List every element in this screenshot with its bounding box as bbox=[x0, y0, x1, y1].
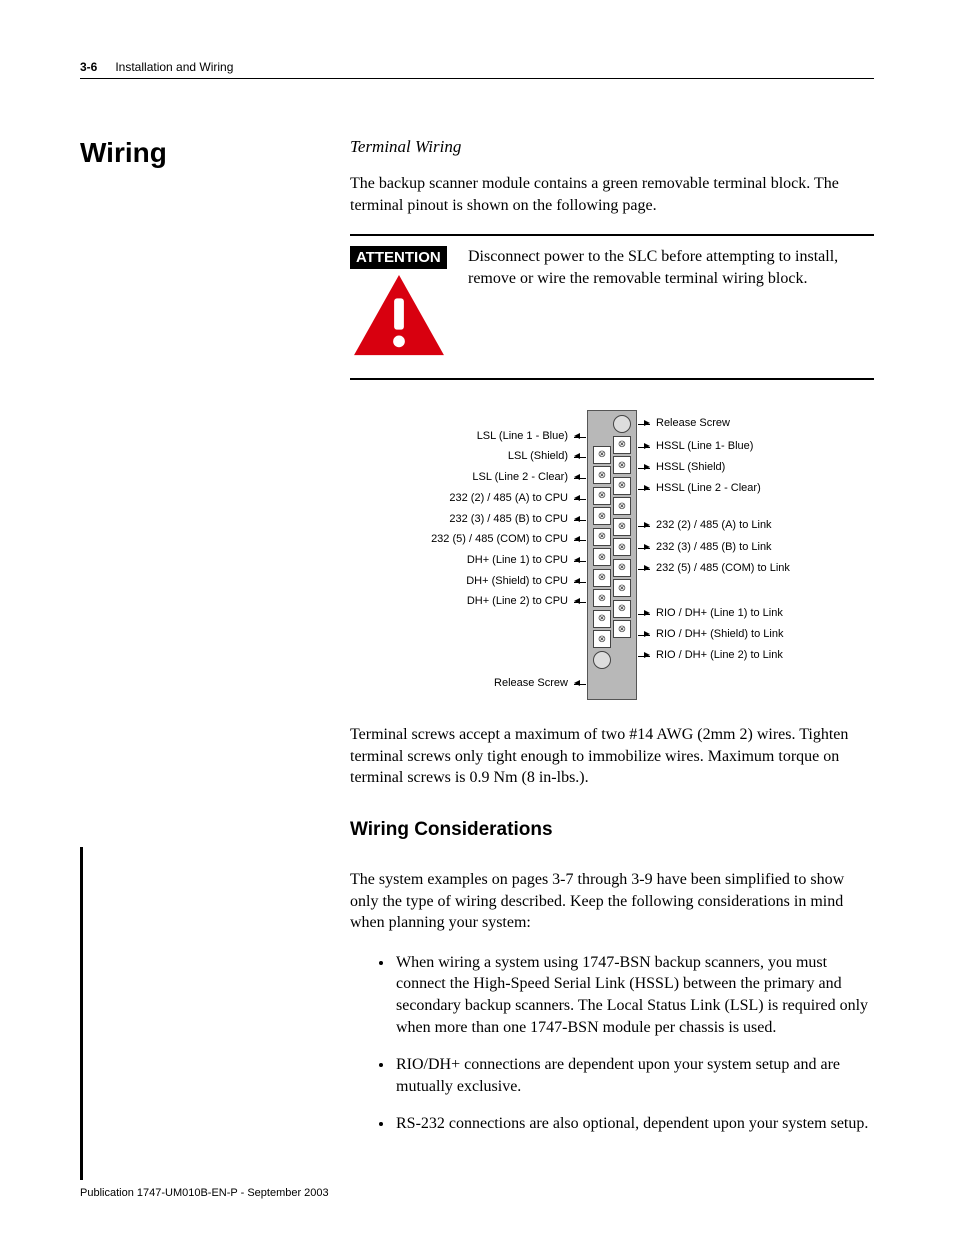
attention-label: ATTENTION bbox=[350, 246, 447, 269]
terminal-cell: ⊗ bbox=[613, 456, 631, 474]
leader-line bbox=[574, 520, 586, 521]
terminal-label: RIO / DH+ (Line 1) to Link bbox=[644, 607, 783, 619]
terminal-wiring-subhead: Terminal Wiring bbox=[350, 137, 874, 157]
leader-line bbox=[574, 437, 586, 438]
terminal-cell: ⊗ bbox=[593, 630, 611, 648]
leader-line bbox=[574, 499, 586, 500]
considerations-intro: The system examples on pages 3-7 through… bbox=[350, 869, 874, 934]
terminal-cell: ⊗ bbox=[593, 589, 611, 607]
page-header: 3-6 Installation and Wiring bbox=[80, 60, 874, 79]
terminal-block: ⊗⊗⊗⊗⊗⊗⊗⊗⊗⊗ ⊗⊗⊗⊗⊗⊗⊗⊗⊗⊗ bbox=[587, 410, 637, 700]
leader-line bbox=[638, 489, 650, 490]
leader-line bbox=[574, 478, 586, 479]
terminal-label: Release Screw bbox=[644, 417, 730, 429]
terminal-label: HSSL (Shield) bbox=[644, 461, 725, 473]
leader-line bbox=[638, 447, 650, 448]
bullet-item: RIO/DH+ connections are dependent upon y… bbox=[394, 1054, 874, 1097]
terminal-cell: ⊗ bbox=[613, 436, 631, 454]
left-col: Wiring bbox=[80, 137, 320, 1151]
terminal-cell: ⊗ bbox=[593, 610, 611, 628]
terminal-cell: ⊗ bbox=[613, 538, 631, 556]
leader-line bbox=[638, 569, 650, 570]
left-body-rule bbox=[80, 847, 83, 1180]
leader-line bbox=[638, 424, 650, 425]
bullet-item: RS-232 connections are also optional, de… bbox=[394, 1113, 874, 1135]
terminal-cell: ⊗ bbox=[593, 548, 611, 566]
intro-paragraph: The backup scanner module contains a gre… bbox=[350, 173, 874, 216]
terminal-cell: ⊗ bbox=[613, 497, 631, 515]
terminal-cell: ⊗ bbox=[613, 620, 631, 638]
terminal-label: 232 (2) / 485 (A) to CPU bbox=[449, 492, 580, 504]
leader-line bbox=[638, 526, 650, 527]
release-screw-cell bbox=[613, 415, 631, 433]
terminal-label: DH+ (Shield) to CPU bbox=[466, 575, 580, 587]
terminal-label: HSSL (Line 1- Blue) bbox=[644, 440, 753, 452]
terminal-label: RIO / DH+ (Shield) to Link bbox=[644, 628, 783, 640]
footer-publication: Publication 1747-UM010B-EN-P - September… bbox=[80, 1187, 329, 1199]
leader-line bbox=[574, 457, 586, 458]
terminal-label: DH+ (Line 1) to CPU bbox=[467, 554, 580, 566]
leader-line bbox=[574, 561, 586, 562]
leader-line bbox=[638, 468, 650, 469]
terminal-cell: ⊗ bbox=[593, 466, 611, 484]
leader-line bbox=[574, 684, 586, 685]
leader-line bbox=[638, 656, 650, 657]
terminal-cell: ⊗ bbox=[613, 518, 631, 536]
attention-text: Disconnect power to the SLC before attem… bbox=[468, 246, 874, 364]
warning-triangle-icon bbox=[350, 273, 448, 359]
terminal-label: LSL (Line 2 - Clear) bbox=[472, 471, 580, 483]
terminal-cell: ⊗ bbox=[613, 477, 631, 495]
terminal-diagram-wrap: ⊗⊗⊗⊗⊗⊗⊗⊗⊗⊗ ⊗⊗⊗⊗⊗⊗⊗⊗⊗⊗ LSL (Line 1 - Blue… bbox=[350, 410, 874, 700]
terminal-label: 232 (2) / 485 (A) to Link bbox=[644, 519, 772, 531]
right-col: Terminal Wiring The backup scanner modul… bbox=[350, 137, 874, 1151]
considerations-heading: Wiring Considerations bbox=[350, 819, 874, 841]
leader-line bbox=[638, 635, 650, 636]
terminal-label: Release Screw bbox=[494, 677, 580, 689]
terminal-cell: ⊗ bbox=[593, 507, 611, 525]
terminal-cell: ⊗ bbox=[593, 528, 611, 546]
bullet-list: When wiring a system using 1747-BSN back… bbox=[350, 952, 874, 1135]
terminal-label: LSL (Line 1 - Blue) bbox=[477, 430, 580, 442]
terminal-cell: ⊗ bbox=[613, 600, 631, 618]
terminal-cell: ⊗ bbox=[613, 579, 631, 597]
terminal-cell: ⊗ bbox=[613, 559, 631, 577]
leader-line bbox=[638, 548, 650, 549]
terminal-label: LSL (Shield) bbox=[508, 450, 580, 462]
content-grid: Wiring Terminal Wiring The backup scanne… bbox=[80, 137, 874, 1151]
page-number: 3-6 bbox=[80, 60, 97, 74]
terminal-label: 232 (5) / 485 (COM) to CPU bbox=[431, 533, 580, 545]
leader-line bbox=[574, 582, 586, 583]
attention-block: ATTENTION Disconnect power to the SLC be… bbox=[350, 234, 874, 380]
terminal-cell: ⊗ bbox=[593, 446, 611, 464]
terminal-cell: ⊗ bbox=[593, 487, 611, 505]
terminal-label: 232 (3) / 485 (B) to CPU bbox=[449, 513, 580, 525]
terminal-label: HSSL (Line 2 - Clear) bbox=[644, 482, 761, 494]
release-screw-cell bbox=[593, 651, 611, 669]
leader-line bbox=[574, 602, 586, 603]
leader-line bbox=[638, 614, 650, 615]
leader-line bbox=[574, 540, 586, 541]
terminal-cell: ⊗ bbox=[593, 569, 611, 587]
screws-paragraph: Terminal screws accept a maximum of two … bbox=[350, 724, 874, 789]
terminal-label: DH+ (Line 2) to CPU bbox=[467, 595, 580, 607]
terminal-label: 232 (3) / 485 (B) to Link bbox=[644, 541, 772, 553]
attention-left: ATTENTION bbox=[350, 246, 450, 364]
bullet-item: When wiring a system using 1747-BSN back… bbox=[394, 952, 874, 1038]
chapter-title: Installation and Wiring bbox=[115, 60, 233, 74]
terminal-label: RIO / DH+ (Line 2) to Link bbox=[644, 649, 783, 661]
terminal-diagram: ⊗⊗⊗⊗⊗⊗⊗⊗⊗⊗ ⊗⊗⊗⊗⊗⊗⊗⊗⊗⊗ LSL (Line 1 - Blue… bbox=[392, 410, 832, 700]
terminal-label: 232 (5) / 485 (COM) to Link bbox=[644, 562, 790, 574]
section-heading: Wiring bbox=[80, 137, 320, 169]
